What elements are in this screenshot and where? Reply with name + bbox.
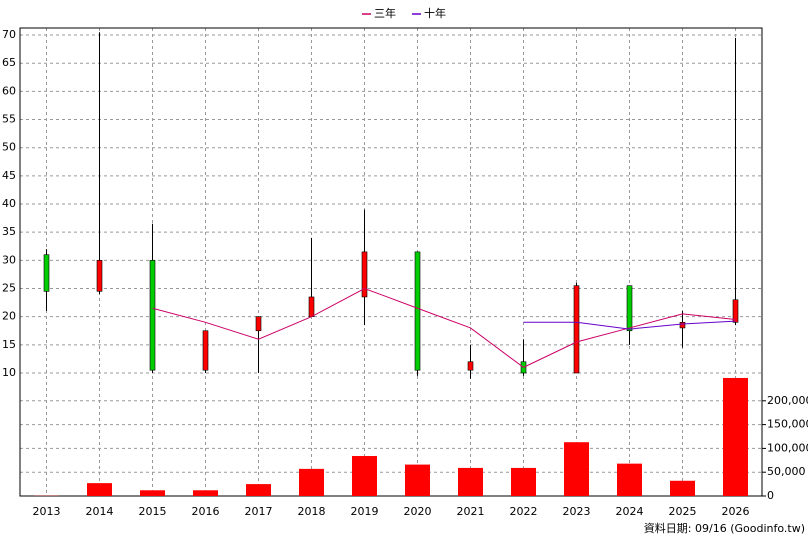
- candle-body: [97, 260, 102, 291]
- legend-label: 三年: [374, 6, 396, 20]
- y-tick-label: 25: [2, 282, 16, 295]
- footer: 資料日期: 09/16 (Goodinfo.tw): [644, 521, 805, 535]
- y-tick-label: 45: [2, 169, 16, 182]
- x-tick-label: 2017: [245, 505, 273, 518]
- volume-bar: [670, 481, 695, 496]
- x-tick-label: 2018: [298, 505, 326, 518]
- y-tick-label: 10: [2, 366, 16, 379]
- y2-tick-label: 50,000: [767, 465, 806, 478]
- legend-label: 十年: [424, 6, 446, 20]
- y2-tick-label: 150,000: [767, 418, 808, 431]
- candle-body: [309, 297, 314, 317]
- candle-body: [468, 362, 473, 370]
- x-tick-label: 2025: [669, 505, 697, 518]
- y-tick-label: 30: [2, 253, 16, 266]
- y2-tick-label: 0: [767, 489, 774, 502]
- x-tick-label: 2026: [722, 505, 750, 518]
- y2-tick-label: 100,000: [767, 441, 808, 454]
- y-tick-label: 50: [2, 141, 16, 154]
- candle-body: [150, 260, 155, 370]
- y-tick-label: 20: [2, 310, 16, 323]
- x-tick-label: 2019: [351, 505, 379, 518]
- x-tick-label: 2023: [563, 505, 591, 518]
- x-tick-label: 2016: [192, 505, 220, 518]
- volume-bar: [617, 464, 642, 496]
- volume-bar: [564, 442, 589, 496]
- candle-body: [680, 322, 685, 328]
- x-tick-label: 2024: [616, 505, 644, 518]
- x-tick-label: 2021: [457, 505, 485, 518]
- candle-body: [574, 286, 579, 373]
- x-tick-label: 2015: [139, 505, 167, 518]
- x-tick-label: 2022: [510, 505, 538, 518]
- volume-bar: [87, 483, 112, 496]
- volume-bar: [723, 378, 748, 496]
- y-tick-label: 40: [2, 197, 16, 210]
- y-tick-label: 60: [2, 84, 16, 97]
- candle-body: [203, 331, 208, 370]
- volume-bar: [352, 456, 377, 496]
- candle-body: [362, 252, 367, 297]
- x-tick-label: 2014: [86, 505, 114, 518]
- y-tick-label: 70: [2, 28, 16, 41]
- y2-tick-label: 200,000: [767, 394, 808, 407]
- y-tick-label: 55: [2, 113, 16, 126]
- x-tick-label: 2013: [33, 505, 61, 518]
- volume-bar: [458, 468, 483, 496]
- candle-body: [256, 317, 261, 331]
- volume-bar: [246, 484, 271, 496]
- candle-body: [44, 255, 49, 292]
- y-tick-label: 35: [2, 225, 16, 238]
- candle-body: [627, 286, 632, 331]
- candle-body: [415, 252, 420, 370]
- volume-bar: [299, 469, 324, 496]
- x-tick-label: 2020: [404, 505, 432, 518]
- y-tick-label: 65: [2, 56, 16, 69]
- volume-bar: [193, 490, 218, 496]
- volume-bar: [405, 465, 430, 496]
- y-tick-label: 15: [2, 338, 16, 351]
- volume-bar: [511, 468, 536, 496]
- volume-bar: [140, 490, 165, 496]
